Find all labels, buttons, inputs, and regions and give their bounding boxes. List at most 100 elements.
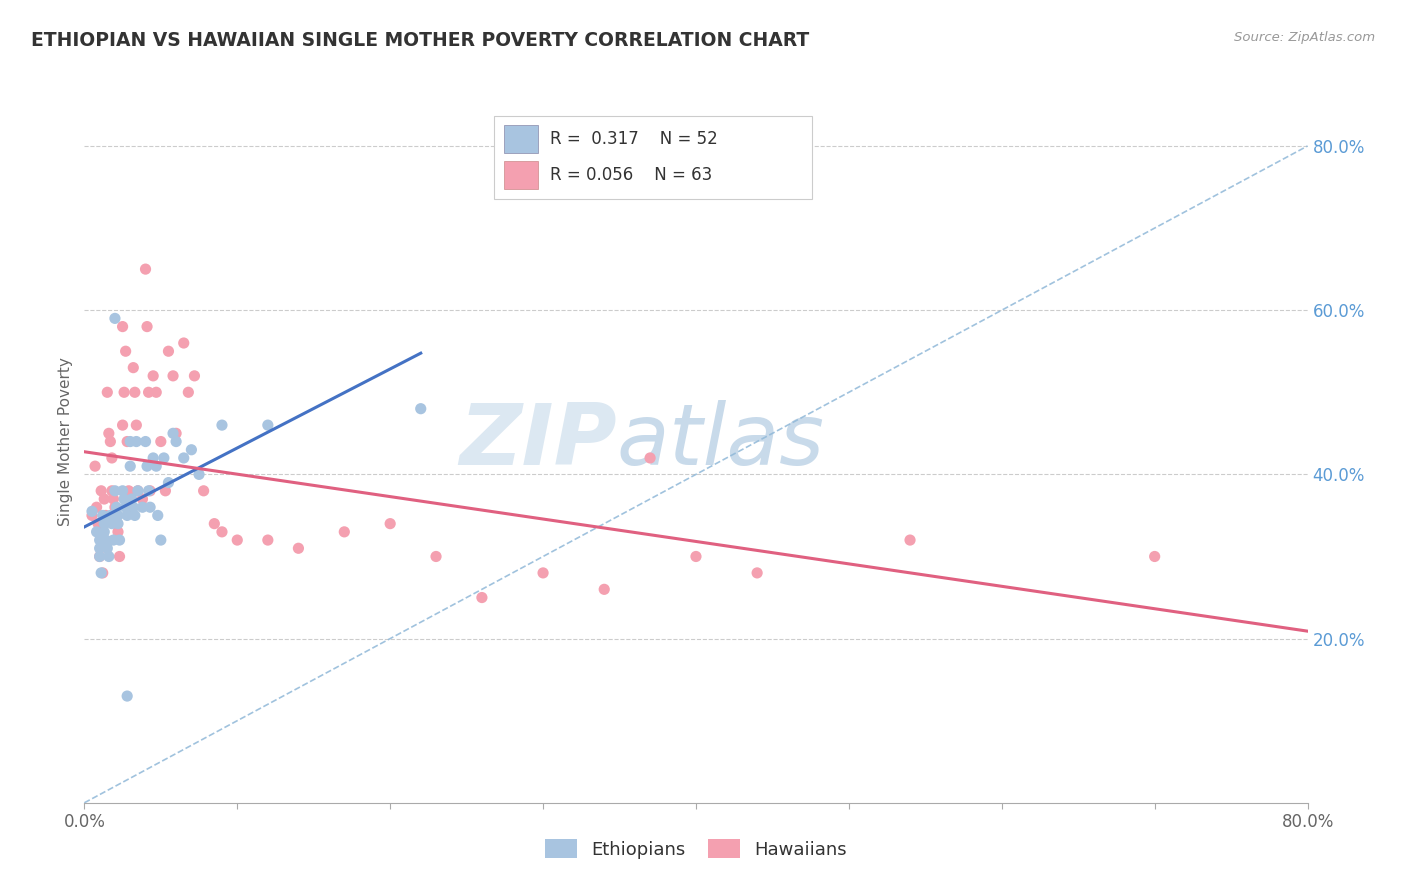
Point (96, 385, 118, 400)
Point (136, 319, 159, 334)
Point (638, 450, 661, 465)
Text: Source: ZipAtlas.com: Source: ZipAtlas.com (1234, 31, 1375, 45)
Point (287, 541, 309, 556)
Point (108, 549, 131, 564)
Point (97, 426, 120, 441)
Point (90, 566, 112, 580)
Point (183, 368, 205, 383)
Point (111, 418, 134, 433)
Point (111, 483, 134, 498)
Point (104, 500, 127, 515)
Point (138, 385, 160, 400)
Point (122, 360, 145, 375)
Point (333, 524, 356, 539)
Point (138, 483, 160, 498)
Point (153, 450, 176, 465)
Text: ZIP: ZIP (458, 400, 616, 483)
Point (131, 491, 153, 506)
Point (93, 524, 115, 539)
Point (89, 524, 111, 539)
Point (105, 508, 128, 523)
Point (122, 500, 145, 515)
Point (149, 434, 172, 449)
Point (118, 483, 141, 498)
Point (101, 450, 124, 465)
Point (103, 491, 125, 506)
Point (89, 549, 111, 564)
Point (86, 524, 108, 539)
Legend: Ethiopians, Hawaiians: Ethiopians, Hawaiians (537, 832, 855, 866)
Point (91, 508, 114, 523)
Point (114, 500, 136, 515)
Point (155, 483, 177, 498)
Point (115, 689, 138, 703)
Point (409, 401, 432, 416)
Point (101, 516, 124, 531)
Point (145, 385, 167, 400)
Point (135, 434, 157, 449)
Point (149, 533, 172, 547)
FancyBboxPatch shape (494, 117, 813, 200)
Text: R =  0.317    N = 52: R = 0.317 N = 52 (550, 130, 718, 148)
Point (114, 344, 136, 359)
Point (115, 508, 138, 523)
Point (173, 336, 195, 351)
Point (180, 442, 202, 457)
Point (90, 483, 112, 498)
Point (162, 368, 184, 383)
Point (157, 475, 180, 490)
Point (157, 344, 180, 359)
Point (193, 483, 215, 498)
Point (93, 491, 115, 506)
Point (142, 450, 165, 465)
Point (94, 508, 117, 523)
Point (80, 504, 103, 518)
Point (120, 459, 142, 474)
Point (162, 426, 184, 441)
Point (107, 516, 129, 531)
Point (89, 541, 111, 556)
Point (425, 549, 447, 564)
Point (98, 508, 121, 523)
Point (531, 566, 554, 580)
Point (124, 508, 146, 523)
Point (131, 500, 153, 515)
Point (471, 591, 494, 605)
Point (125, 418, 148, 433)
Point (257, 533, 280, 547)
Point (108, 533, 131, 547)
Point (124, 385, 146, 400)
Point (98, 434, 121, 449)
Point (120, 434, 142, 449)
Point (146, 508, 169, 523)
Point (80, 508, 103, 523)
Point (94, 533, 117, 547)
Point (93, 516, 115, 531)
Point (86, 500, 108, 515)
Point (120, 500, 142, 515)
Point (111, 319, 134, 334)
Point (104, 311, 127, 326)
Text: R = 0.056    N = 63: R = 0.056 N = 63 (550, 166, 713, 184)
Point (101, 483, 124, 498)
Point (142, 368, 165, 383)
Point (107, 524, 129, 539)
Point (91, 566, 114, 580)
Point (84, 459, 107, 474)
Point (747, 566, 769, 580)
Point (112, 491, 135, 506)
Point (380, 516, 402, 531)
Point (1143, 549, 1166, 564)
Text: atlas: atlas (616, 400, 824, 483)
Point (165, 426, 187, 441)
Point (115, 434, 138, 449)
Point (97, 549, 120, 564)
Point (112, 385, 135, 400)
Point (96, 541, 118, 556)
Point (145, 459, 167, 474)
Point (211, 524, 233, 539)
Point (211, 418, 233, 433)
Point (165, 434, 187, 449)
Point (898, 533, 921, 547)
Point (139, 500, 162, 515)
